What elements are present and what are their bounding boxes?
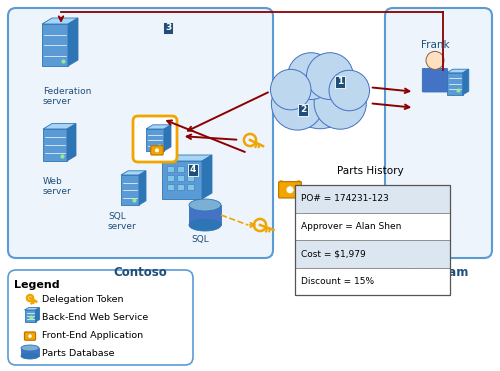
Bar: [295, 240, 450, 267]
Polygon shape: [187, 175, 194, 181]
Text: Discount = 15%: Discount = 15%: [301, 277, 374, 286]
Polygon shape: [139, 171, 146, 205]
FancyBboxPatch shape: [24, 332, 36, 340]
Circle shape: [287, 187, 293, 193]
Text: 3: 3: [165, 23, 171, 33]
Text: Delegation Token: Delegation Token: [42, 295, 123, 303]
Text: Parts Database: Parts Database: [42, 348, 115, 358]
Text: Web
server: Web server: [43, 177, 72, 196]
Polygon shape: [177, 166, 184, 172]
Polygon shape: [202, 155, 212, 199]
Polygon shape: [42, 18, 78, 24]
Text: Legend: Legend: [14, 280, 60, 290]
Text: Approver = Alan Shen: Approver = Alan Shen: [301, 222, 402, 231]
FancyBboxPatch shape: [422, 68, 448, 92]
Polygon shape: [189, 205, 221, 225]
FancyBboxPatch shape: [151, 146, 163, 155]
Polygon shape: [146, 125, 171, 129]
Text: 2: 2: [300, 105, 306, 115]
FancyBboxPatch shape: [133, 116, 177, 162]
Ellipse shape: [189, 199, 221, 211]
Circle shape: [156, 149, 158, 152]
Text: SQL: SQL: [191, 235, 209, 244]
Polygon shape: [43, 124, 76, 129]
Text: Federation
server: Federation server: [43, 87, 92, 106]
Text: 4: 4: [190, 165, 196, 174]
Polygon shape: [177, 175, 184, 181]
Circle shape: [28, 335, 32, 338]
Polygon shape: [121, 175, 139, 205]
Polygon shape: [146, 129, 164, 151]
Circle shape: [286, 61, 354, 129]
Polygon shape: [463, 69, 469, 95]
Circle shape: [288, 53, 335, 99]
Text: Parts History: Parts History: [336, 166, 404, 176]
Circle shape: [314, 77, 366, 129]
Text: SQL
server: SQL server: [108, 212, 137, 232]
Ellipse shape: [21, 353, 39, 359]
Polygon shape: [68, 18, 78, 66]
Text: 1: 1: [337, 78, 343, 86]
Polygon shape: [167, 175, 174, 181]
Polygon shape: [167, 184, 174, 190]
Circle shape: [329, 70, 370, 111]
Text: PO# = 174231-123: PO# = 174231-123: [301, 194, 389, 203]
Polygon shape: [36, 308, 40, 322]
Polygon shape: [187, 166, 194, 172]
Polygon shape: [162, 161, 202, 199]
Polygon shape: [67, 124, 76, 161]
Polygon shape: [164, 125, 171, 151]
Polygon shape: [24, 308, 40, 310]
Polygon shape: [42, 24, 68, 66]
FancyBboxPatch shape: [8, 8, 273, 258]
Bar: [295, 185, 450, 295]
Ellipse shape: [21, 345, 39, 351]
Ellipse shape: [189, 219, 221, 231]
Circle shape: [306, 53, 354, 99]
Polygon shape: [177, 184, 184, 190]
FancyBboxPatch shape: [278, 181, 301, 198]
Text: Fabrikam: Fabrikam: [408, 266, 469, 279]
Text: Front-End Application: Front-End Application: [42, 331, 143, 339]
FancyBboxPatch shape: [385, 8, 492, 258]
Text: Back-End Web Service: Back-End Web Service: [42, 312, 148, 322]
Polygon shape: [43, 129, 67, 161]
Text: Frank: Frank: [420, 40, 450, 50]
Polygon shape: [121, 171, 146, 175]
Polygon shape: [447, 73, 463, 95]
Text: Contoso: Contoso: [114, 266, 168, 279]
Polygon shape: [21, 348, 39, 356]
FancyBboxPatch shape: [8, 270, 193, 365]
Bar: [295, 213, 450, 240]
Polygon shape: [162, 155, 212, 161]
Bar: [295, 267, 450, 295]
Bar: [295, 185, 450, 213]
Text: Cost = $1,979: Cost = $1,979: [301, 249, 366, 258]
Polygon shape: [167, 166, 174, 172]
Polygon shape: [187, 184, 194, 190]
Circle shape: [426, 52, 444, 69]
Polygon shape: [24, 310, 36, 322]
Circle shape: [270, 69, 311, 110]
Circle shape: [272, 78, 324, 130]
Polygon shape: [447, 69, 469, 73]
